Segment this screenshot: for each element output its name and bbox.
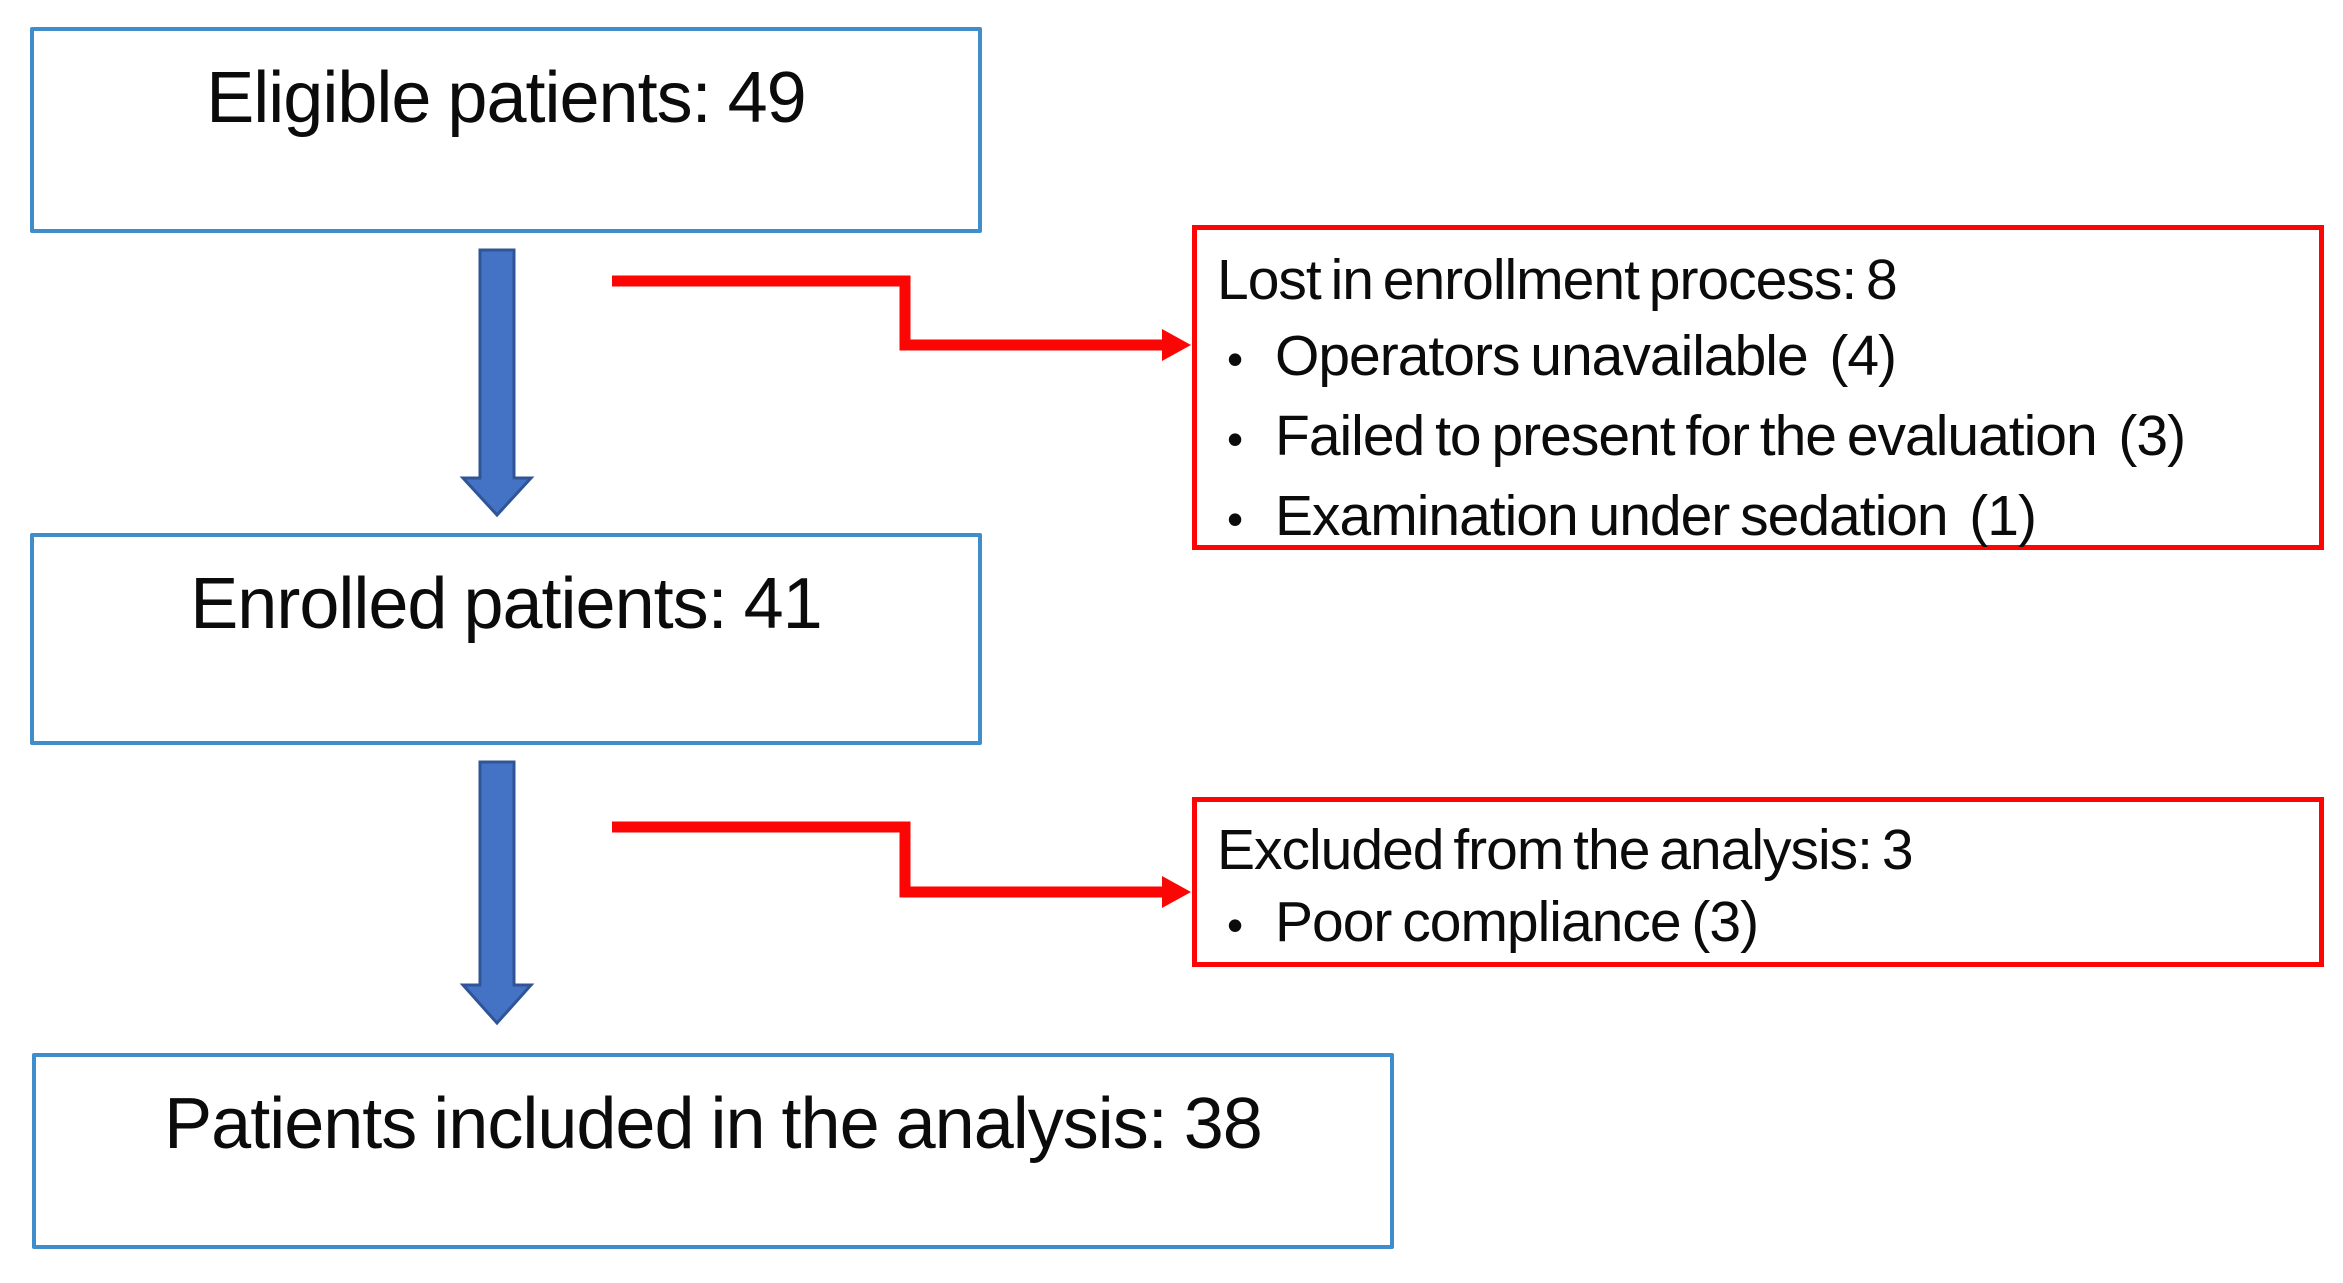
list-item-text: Examination under sedation (1) xyxy=(1275,484,2037,548)
side-box-lost-in-enrollment: Lost in enrollment process: 8 • Operator… xyxy=(1192,225,2324,550)
flow-box-label: Patients included in the analysis: 38 xyxy=(164,1084,1263,1164)
list-item: • Operators unavailable (4) xyxy=(1217,318,2299,398)
list-item-text: Operators unavailable (4) xyxy=(1275,324,1897,388)
red-connector-line xyxy=(612,821,1166,898)
down-arrow-icon xyxy=(459,760,535,1026)
flow-box-enrolled-patients: Enrolled patients: 41 xyxy=(30,533,982,745)
list-item-text: Failed to present for the evaluation (3) xyxy=(1275,404,2186,468)
bullet-icon: • xyxy=(1227,333,1243,385)
list-item: • Poor compliance (3) xyxy=(1217,886,2299,961)
side-box-title: Lost in enrollment process: 8 xyxy=(1217,248,1898,312)
down-arrow-icon xyxy=(459,248,535,518)
red-connector-line xyxy=(612,275,1166,351)
bullet-icon: • xyxy=(1227,493,1243,545)
flow-box-eligible-patients: Eligible patients: 49 xyxy=(30,27,982,233)
red-arrowhead-icon xyxy=(1162,329,1191,361)
list-item-text: Poor compliance (3) xyxy=(1275,890,1759,954)
flow-box-patients-included: Patients included in the analysis: 38 xyxy=(32,1053,1394,1249)
list-item: • Failed to present for the evaluation (… xyxy=(1217,398,2299,478)
side-box-excluded-from-analysis: Excluded from the analysis: 3 • Poor com… xyxy=(1192,797,2324,967)
side-box-title: Excluded from the analysis: 3 xyxy=(1217,818,1914,882)
bullet-icon: • xyxy=(1227,899,1243,951)
bullet-icon: • xyxy=(1227,413,1243,465)
flow-box-label: Eligible patients: 49 xyxy=(206,58,806,138)
list-item: • Examination under sedation (1) xyxy=(1217,478,2299,558)
red-arrowhead-icon xyxy=(1162,876,1191,908)
flow-box-label: Enrolled patients: 41 xyxy=(190,564,822,644)
